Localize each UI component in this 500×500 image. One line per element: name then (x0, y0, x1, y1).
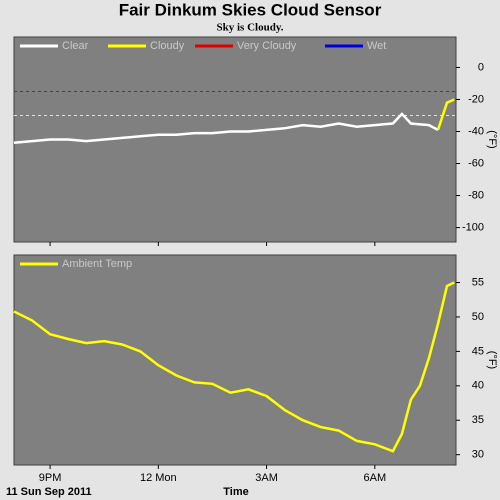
y-tick-label: -80 (468, 189, 484, 201)
y-tick-label: 55 (472, 276, 484, 288)
y-tick-label: -60 (468, 157, 484, 169)
legend-label: Cloudy (150, 40, 185, 52)
series-line (13, 112, 439, 144)
date-label: 11 Sun Sep 2011 (6, 486, 92, 498)
series-line (436, 98, 455, 131)
y-tick-label: 45 (472, 345, 484, 357)
y-tick-label: 50 (472, 311, 484, 323)
legend-label: Very Cloudy (237, 40, 297, 52)
x-tick-label: 6AM (364, 472, 387, 484)
plot-area (13, 36, 457, 243)
y-axis-label: (°F) (486, 351, 498, 369)
x-tick-label: 9PM (39, 472, 62, 484)
x-tick-label: 3AM (255, 472, 278, 484)
y-tick-label: 30 (472, 449, 484, 461)
chart-subtitle: Sky is Cloudy. (217, 22, 284, 34)
y-tick-label: 35 (472, 414, 484, 426)
legend-label: Clear (62, 40, 89, 52)
x-tick-label: 12 Mon (140, 472, 177, 484)
y-tick-label: 0 (478, 61, 484, 73)
plot-area (13, 254, 457, 466)
legend-label: Wet (367, 40, 386, 52)
y-tick-label: -40 (468, 125, 484, 137)
series-line (13, 281, 455, 453)
y-tick-label: -20 (468, 93, 484, 105)
y-tick-label: -100 (462, 221, 484, 233)
y-tick-label: 40 (472, 380, 484, 392)
y-axis-label: (°F) (486, 130, 498, 148)
x-axis-label: Time (223, 486, 248, 498)
chart-title: Fair Dinkum Skies Cloud Sensor (119, 0, 382, 19)
legend-label: Ambient Temp (62, 258, 132, 270)
